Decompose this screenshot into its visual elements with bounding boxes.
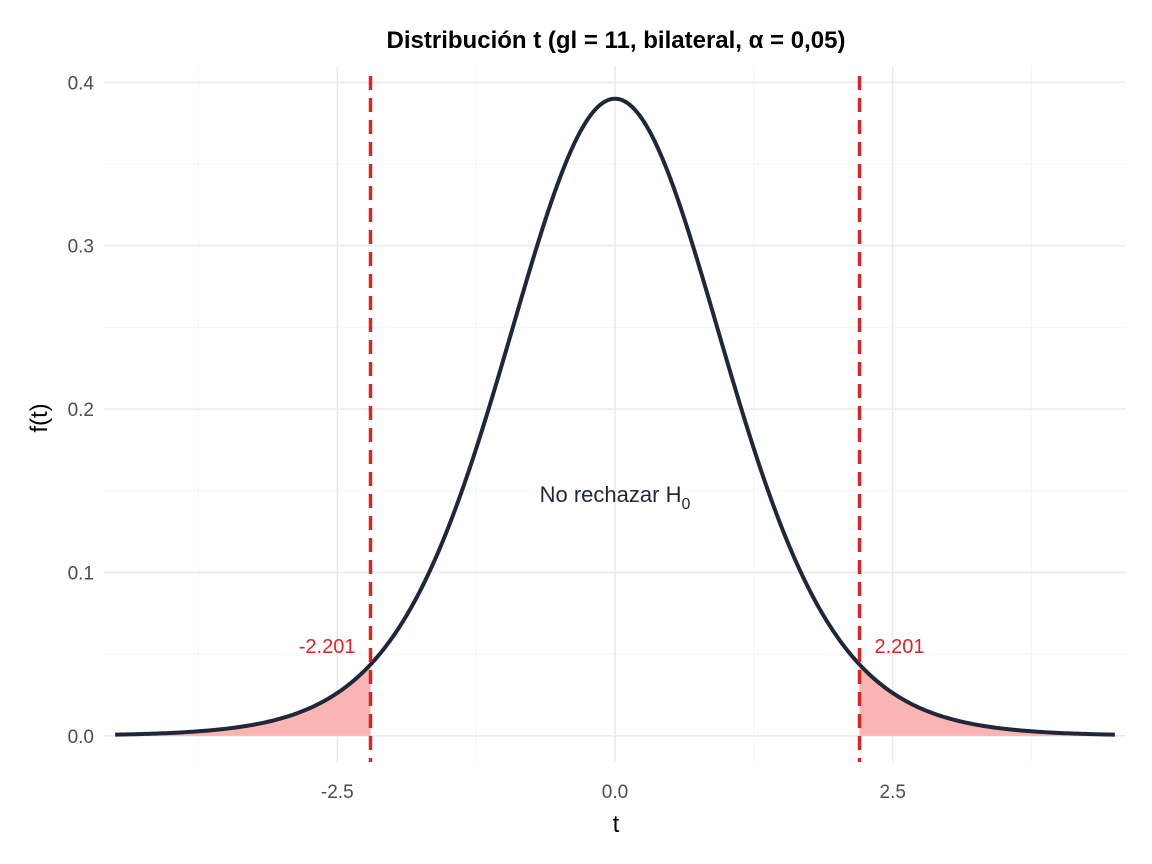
annotation-main-text: No rechazar H — [540, 482, 682, 507]
annotation-subscript: 0 — [681, 496, 690, 513]
critical-label-right: 2.201 — [875, 636, 925, 658]
x-tick-label: 2.5 — [880, 782, 906, 803]
y-tick-label: 0.1 — [68, 563, 94, 584]
rejection-region-left — [115, 664, 371, 736]
y-tick-label: 0.0 — [68, 727, 94, 748]
x-tick-label: -2.5 — [321, 782, 354, 803]
x-axis-label: t — [613, 811, 620, 838]
grid — [104, 66, 1126, 762]
y-tick-label: 0.3 — [68, 237, 94, 258]
y-tick-label: 0.2 — [68, 400, 94, 421]
x-tick-label: 0.0 — [602, 782, 628, 803]
chart-title: Distribución t (gl = 11, bilateral, α = … — [387, 27, 846, 54]
density-curve — [115, 96, 1115, 737]
critical-label-left: -2.201 — [299, 636, 356, 658]
axis-ticks: -2.5 0.0 2.5 0.0 0.1 0.2 0.3 0.4 — [68, 73, 906, 803]
y-tick-label: 0.4 — [68, 73, 95, 94]
rejection-region-right — [859, 664, 1115, 736]
annotation-no-rechazar: No rechazar H0 — [540, 482, 691, 513]
density-curve-layer — [115, 96, 1115, 737]
rejection-regions — [115, 664, 1115, 736]
y-axis-label: f(t) — [26, 403, 53, 432]
critical-lines: -2.201 2.201 — [299, 76, 925, 762]
